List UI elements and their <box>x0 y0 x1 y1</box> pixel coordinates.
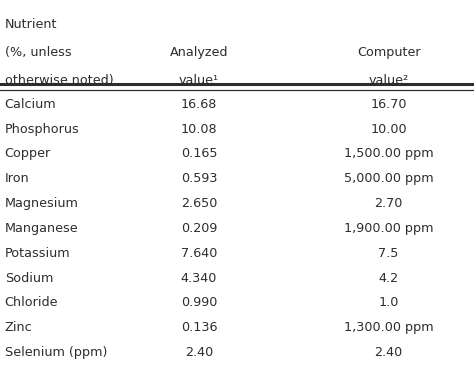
Text: 4.2: 4.2 <box>379 271 399 285</box>
Text: Zinc: Zinc <box>5 321 32 334</box>
Text: Potassium: Potassium <box>5 247 70 260</box>
Text: Sodium: Sodium <box>5 271 53 285</box>
Text: Computer: Computer <box>357 46 420 59</box>
Text: 2.70: 2.70 <box>374 197 403 210</box>
Text: 10.08: 10.08 <box>181 123 218 136</box>
Text: otherwise noted): otherwise noted) <box>5 74 113 87</box>
Text: Manganese: Manganese <box>5 222 78 235</box>
Text: 16.68: 16.68 <box>181 98 217 111</box>
Text: value²: value² <box>369 74 409 87</box>
Text: 2.40: 2.40 <box>185 346 213 359</box>
Text: 7.640: 7.640 <box>181 247 217 260</box>
Text: Magnesium: Magnesium <box>5 197 79 210</box>
Text: 0.136: 0.136 <box>181 321 218 334</box>
Text: 1,500.00 ppm: 1,500.00 ppm <box>344 147 434 160</box>
Text: 7.5: 7.5 <box>379 247 399 260</box>
Text: Copper: Copper <box>5 147 51 160</box>
Text: 0.593: 0.593 <box>181 172 218 185</box>
Text: 16.70: 16.70 <box>370 98 407 111</box>
Text: Analyzed: Analyzed <box>170 46 228 59</box>
Text: 1,300.00 ppm: 1,300.00 ppm <box>344 321 434 334</box>
Text: Calcium: Calcium <box>5 98 56 111</box>
Text: 1.0: 1.0 <box>379 296 399 309</box>
Text: Nutrient: Nutrient <box>5 18 57 30</box>
Text: Selenium (ppm): Selenium (ppm) <box>5 346 107 359</box>
Text: 2.40: 2.40 <box>374 346 403 359</box>
Text: 0.209: 0.209 <box>181 222 217 235</box>
Text: 10.00: 10.00 <box>370 123 407 136</box>
Text: (%, unless: (%, unless <box>5 46 72 59</box>
Text: 2.650: 2.650 <box>181 197 217 210</box>
Text: Phosphorus: Phosphorus <box>5 123 80 136</box>
Text: 1,900.00 ppm: 1,900.00 ppm <box>344 222 433 235</box>
Text: Iron: Iron <box>5 172 29 185</box>
Text: value¹: value¹ <box>179 74 219 87</box>
Text: 4.340: 4.340 <box>181 271 217 285</box>
Text: Chloride: Chloride <box>5 296 58 309</box>
Text: 0.990: 0.990 <box>181 296 217 309</box>
Text: 0.165: 0.165 <box>181 147 218 160</box>
Text: 5,000.00 ppm: 5,000.00 ppm <box>344 172 434 185</box>
